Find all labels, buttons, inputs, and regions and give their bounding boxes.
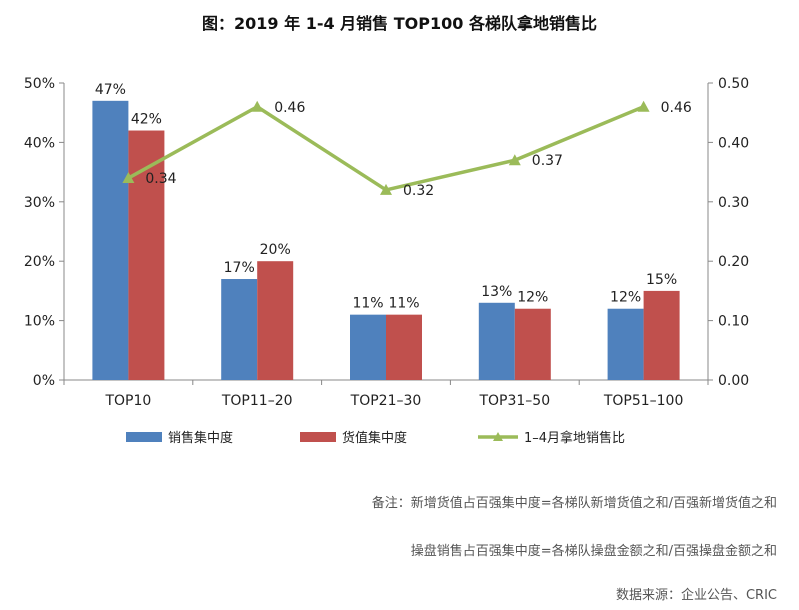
bar-value-share <box>128 130 165 380</box>
line-point-marker <box>380 183 392 195</box>
y-left-tick-label: 30% <box>24 195 55 211</box>
legend-label: 1–4月拿地销售比 <box>524 430 625 446</box>
x-tick-label: TOP31–50 <box>478 393 550 409</box>
y-right-tick-label: 0.50 <box>718 76 749 92</box>
line-point-marker <box>122 172 135 184</box>
bar-sales-share <box>607 308 644 380</box>
bar-sales-share <box>92 100 129 380</box>
y-left-tick-label: 50% <box>24 76 55 92</box>
y-left-tick-label: 20% <box>24 254 55 270</box>
bar-sales-share <box>350 314 386 380</box>
bar-data-label: 17% <box>224 260 255 276</box>
x-tick-label: TOP51–100 <box>603 393 684 409</box>
bar-data-label: 15% <box>646 272 677 288</box>
legend-label: 销售集中度 <box>168 430 233 446</box>
data-source: 数据来源：企业公告、CRIC <box>615 588 777 603</box>
bar-data-label: 42% <box>131 112 162 128</box>
y-left-tick-label: 40% <box>24 135 55 151</box>
bar-data-label: 11% <box>352 296 383 312</box>
line-data-label: 0.32 <box>403 183 434 199</box>
line-point-marker <box>637 100 650 112</box>
y-right-tick-label: 0.30 <box>718 195 749 211</box>
footnote-operation-share: 操盘销售占百强集中度=各梯队操盘金额之和/百强操盘金额之和 <box>410 544 777 559</box>
x-tick-label: TOP10 <box>104 393 151 409</box>
legend-swatch-marker <box>493 432 503 441</box>
legend-swatch <box>126 432 162 442</box>
legend-label: 货值集中度 <box>342 430 407 446</box>
line-land-sales-ratio <box>127 105 645 192</box>
y-right-tick-label: 0.00 <box>718 373 749 389</box>
bar-value-share <box>386 314 422 380</box>
x-tick-label: TOP21–30 <box>350 393 422 409</box>
bar-data-label: 20% <box>260 242 291 258</box>
bar-data-label: 47% <box>95 82 126 98</box>
y-right-tick-label: 0.20 <box>718 254 749 270</box>
y-right-tick-label: 0.10 <box>718 314 749 330</box>
line-data-label: 0.46 <box>274 100 305 116</box>
bar-data-label: 12% <box>517 290 548 306</box>
chart-canvas: 0% 10% 20% 30% 40% 50% 0.00 0.10 0.20 0.30 0.40 0.5… <box>24 76 749 446</box>
line-point-marker <box>508 154 521 166</box>
legend-swatch <box>300 432 336 442</box>
bar-data-label: 12% <box>610 290 641 306</box>
bar-sales-share <box>478 302 515 380</box>
y-left-tick-label: 0% <box>33 373 55 389</box>
line-data-label: 0.34 <box>145 171 176 187</box>
line-point-marker <box>251 100 264 112</box>
footnote-sales-share: 备注：新增货值占百强集中度=各梯队新增货值之和/百强新增货值之和 <box>371 496 777 511</box>
bar-data-label: 13% <box>481 284 512 300</box>
chart-title: 图：2019 年 1-4 月销售 TOP100 各梯队拿地销售比 <box>202 14 597 33</box>
line-data-label: 0.37 <box>532 153 563 169</box>
y-right-tick-label: 0.40 <box>718 135 749 151</box>
bar-value-share <box>643 290 680 380</box>
y-left-tick-label: 10% <box>24 314 55 330</box>
bar-value-share <box>514 308 551 380</box>
line-data-label: 0.46 <box>661 100 692 116</box>
bar-data-label: 11% <box>388 296 419 312</box>
bar-sales-share <box>221 279 258 380</box>
bar-value-share <box>257 261 294 380</box>
x-tick-label: TOP11–20 <box>221 393 293 409</box>
